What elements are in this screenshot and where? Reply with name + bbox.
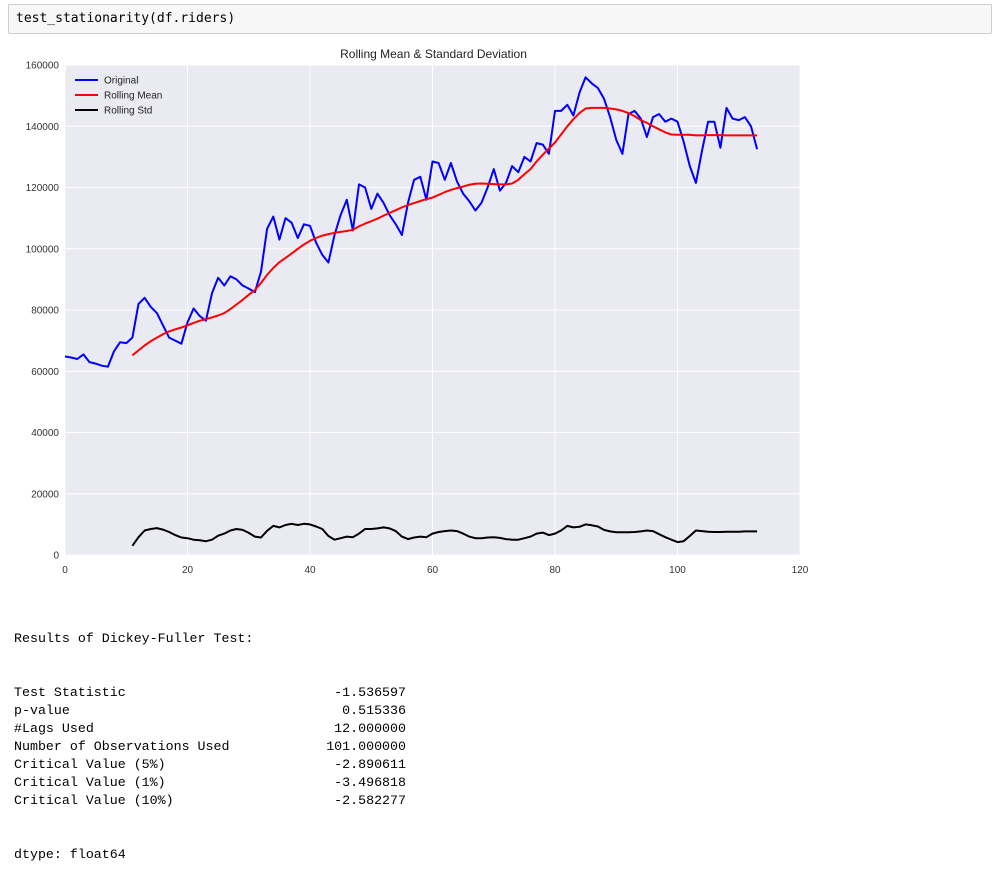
x-tick-label: 120 <box>792 565 809 576</box>
result-row: Critical Value (5%) -2.890611 <box>14 756 406 774</box>
chart-title: Rolling Mean & Standard Deviation <box>340 47 527 61</box>
result-row: Test Statistic -1.536597 <box>14 684 406 702</box>
y-tick-label: 20000 <box>31 489 59 500</box>
result-label: p-value <box>14 703 70 718</box>
result-row: p-value 0.515336 <box>14 702 406 720</box>
results-table: Test Statistic -1.536597 p-value 0.515336 #L… <box>14 684 406 810</box>
result-label: Critical Value (1%) <box>14 775 166 790</box>
x-tick-label: 20 <box>182 565 194 576</box>
y-tick-label: 120000 <box>26 183 60 194</box>
rolling-stats-chart: 0 20 40 60 80 100 120 0 20000 40000 60000 80000 1000… <box>26 47 809 576</box>
code-cell[interactable]: test_stationarity(df.riders) <box>8 4 992 34</box>
dickey-fuller-output: Results of Dickey-Fuller Test: Test Stat… <box>14 594 406 882</box>
x-tick-label: 100 <box>669 565 686 576</box>
legend-label: Original <box>104 76 138 87</box>
y-tick-label: 60000 <box>31 367 59 378</box>
code-input[interactable]: test_stationarity(df.riders) <box>16 11 236 26</box>
x-tick-label: 40 <box>304 565 316 576</box>
x-tick-label: 0 <box>62 565 68 576</box>
result-label: Number of Observations Used <box>14 739 230 754</box>
result-label: Test Statistic <box>14 685 126 700</box>
y-tick-label: 160000 <box>26 61 60 72</box>
result-value: -2.890611 <box>334 757 406 772</box>
result-label: #Lags Used <box>14 721 94 736</box>
y-tick-label: 140000 <box>26 122 60 133</box>
output-heading: Results of Dickey-Fuller Test: <box>14 631 254 646</box>
y-tick-label: 80000 <box>31 306 59 317</box>
result-value: 12.000000 <box>334 721 406 736</box>
result-row: Critical Value (1%) -3.496818 <box>14 774 406 792</box>
y-tick-label: 100000 <box>26 244 60 255</box>
result-row: Number of Observations Used 101.000000 <box>14 738 406 756</box>
series-line-rolling-std <box>131 522 758 547</box>
result-value: 0.515336 <box>342 703 406 718</box>
result-value: 101.000000 <box>326 739 406 754</box>
series-line-rolling-mean <box>131 106 758 357</box>
result-label: Critical Value (10%) <box>14 793 174 808</box>
x-tick-label: 80 <box>549 565 561 576</box>
legend-label: Rolling Mean <box>104 91 162 102</box>
y-tick-label: 40000 <box>31 428 59 439</box>
result-value: -3.496818 <box>334 775 406 790</box>
result-value: -1.536597 <box>334 685 406 700</box>
result-row: Critical Value (10%) -2.582277 <box>14 792 406 810</box>
legend-label: Rolling Std <box>104 106 152 117</box>
result-label: Critical Value (5%) <box>14 757 166 772</box>
result-row: #Lags Used 12.000000 <box>14 720 406 738</box>
y-tick-label: 0 <box>53 551 59 562</box>
result-value: -2.582277 <box>334 793 406 808</box>
dtype-line: dtype: float64 <box>14 847 126 862</box>
x-tick-label: 60 <box>427 565 439 576</box>
